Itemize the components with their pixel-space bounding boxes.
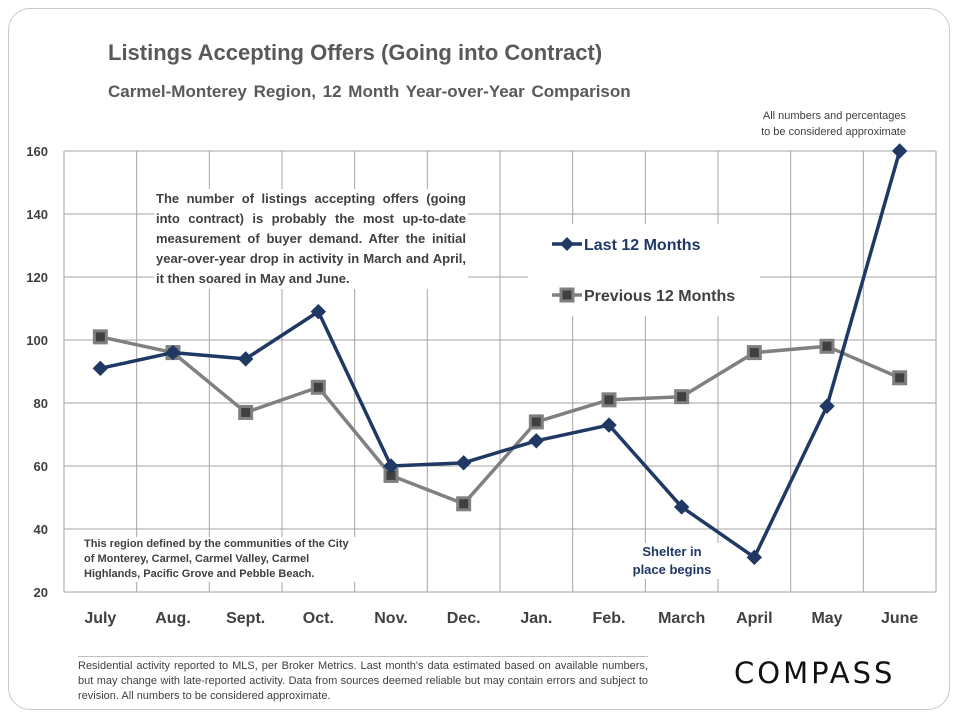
- footer-disclaimer: Residential activity reported to MLS, pe…: [78, 656, 648, 704]
- y-tick-label: 100: [26, 333, 48, 348]
- x-tick-label: Feb.: [593, 610, 626, 627]
- legend-label-last: Last 12 Months: [584, 237, 701, 254]
- data-point-previous: [601, 392, 617, 408]
- x-tick-label: Jan.: [520, 610, 552, 627]
- shelter-line-2: place begins: [632, 562, 712, 577]
- y-tick-label: 140: [26, 207, 48, 222]
- data-point-previous: [238, 404, 254, 420]
- data-point-last: [237, 351, 254, 367]
- x-tick-label: May: [811, 610, 842, 627]
- x-tick-label: March: [658, 610, 705, 627]
- series-line-last: [99, 150, 902, 560]
- data-point-last: [310, 303, 327, 320]
- data-point-last: [92, 360, 109, 377]
- data-point-previous: [310, 379, 326, 395]
- shelter-line-1: Shelter in: [642, 544, 702, 559]
- data-point-previous: [674, 389, 690, 405]
- x-tick-label: Oct.: [303, 610, 334, 627]
- x-tick-label: April: [736, 610, 772, 627]
- legend-marker-previous: [559, 287, 575, 303]
- series-group: [92, 143, 908, 566]
- y-tick-label: 40: [34, 522, 48, 537]
- data-point-last: [601, 417, 617, 433]
- y-tick-label: 20: [34, 585, 48, 600]
- data-point-last: [891, 143, 908, 159]
- legend: Last 12 Months Previous 12 Months: [528, 224, 760, 316]
- data-point-previous: [892, 370, 908, 386]
- slide-frame: [8, 8, 950, 710]
- x-tick-label: June: [881, 610, 918, 627]
- y-tick-label: 120: [26, 270, 48, 285]
- y-axis-ticks: 20 40 60 80 100 120 140 160: [26, 144, 48, 600]
- data-point-previous: [92, 329, 108, 345]
- compass-logo: COMPASS: [734, 656, 896, 690]
- chart-title: Listings Accepting Offers (Going into Co…: [108, 40, 603, 65]
- data-point-previous: [528, 414, 544, 430]
- chart-subtitle: Carmel-Monterey Region, 12 Month Year-ov…: [108, 82, 631, 101]
- data-point-last: [819, 398, 835, 414]
- y-tick-label: 60: [34, 459, 48, 474]
- x-tick-label: Aug.: [155, 610, 191, 627]
- shelter-in-place-label: Shelter in place begins: [622, 543, 722, 579]
- data-point-last: [673, 499, 690, 515]
- legend-label-previous: Previous 12 Months: [584, 288, 735, 305]
- approximate-note-line-2: to be considered approximate: [761, 126, 906, 138]
- data-point-last: [455, 455, 472, 471]
- x-tick-label: July: [84, 610, 116, 627]
- x-tick-label: Nov.: [374, 610, 407, 627]
- x-tick-label: Sept.: [226, 610, 265, 627]
- x-tick-label: Dec.: [447, 610, 481, 627]
- chart-annotation: The number of listings accepting offers …: [154, 189, 468, 289]
- y-tick-label: 160: [26, 144, 48, 159]
- region-note: This region defined by the communities o…: [84, 537, 360, 582]
- data-point-last: [746, 549, 763, 566]
- data-point-previous: [746, 345, 762, 361]
- data-point-previous: [456, 496, 472, 512]
- data-point-previous: [819, 338, 835, 354]
- data-point-last: [528, 433, 545, 449]
- approximate-note-line-1: All numbers and percentages: [762, 110, 906, 122]
- x-axis-ticks: July Aug. Sept. Oct. Nov. Dec. Jan. Feb. March Ap…: [84, 610, 918, 627]
- series-line-previous: [99, 335, 901, 506]
- legend-marker-last: [560, 237, 574, 251]
- approximate-note: All numbers and percentages to be consid…: [686, 108, 906, 140]
- data-point-last: [383, 458, 399, 474]
- data-point-last: [165, 344, 181, 361]
- y-tick-label: 80: [34, 396, 48, 411]
